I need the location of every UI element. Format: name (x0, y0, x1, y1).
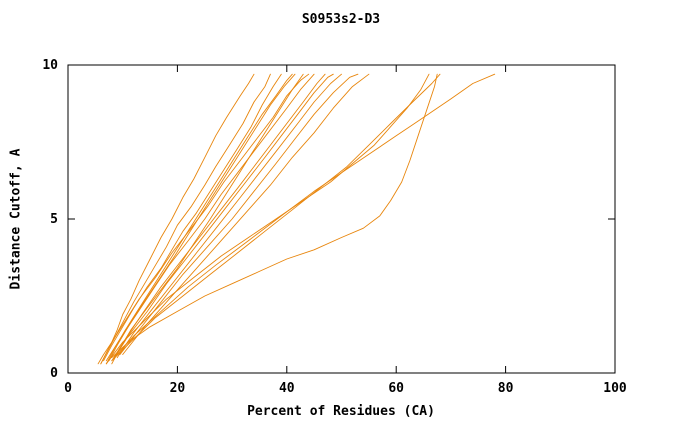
curve-line (105, 73, 293, 365)
y-tick-label: 0 (50, 366, 58, 381)
curve-line (116, 73, 342, 359)
curve-line (105, 73, 430, 365)
curve-line (114, 73, 334, 359)
chart-title: S0953s2-D3 (301, 12, 381, 27)
x-tick-label: 60 (388, 381, 404, 396)
curve-line (119, 73, 359, 355)
y-tick-label: 10 (42, 58, 58, 73)
curve-line (111, 73, 438, 359)
curve-line (122, 73, 370, 355)
curve-line (108, 73, 296, 362)
curve-line (111, 73, 441, 362)
x-tick-label: 100 (603, 381, 627, 396)
curve-line (114, 73, 496, 359)
y-axis-title: Distance Cutoff, A (8, 148, 24, 290)
y-tick-label: 5 (50, 212, 58, 227)
curve-line (97, 73, 255, 365)
x-axis-title: Percent of Residues (CA) (247, 404, 435, 419)
x-tick-label: 20 (170, 381, 186, 396)
curve-line (100, 73, 271, 365)
x-tick-label: 40 (279, 381, 295, 396)
curve-line (105, 73, 315, 362)
x-tick-label: 0 (64, 381, 72, 396)
curve-line (100, 73, 310, 365)
curve-line (111, 73, 326, 362)
x-tick-label: 80 (498, 381, 514, 396)
curve-line (103, 73, 282, 362)
